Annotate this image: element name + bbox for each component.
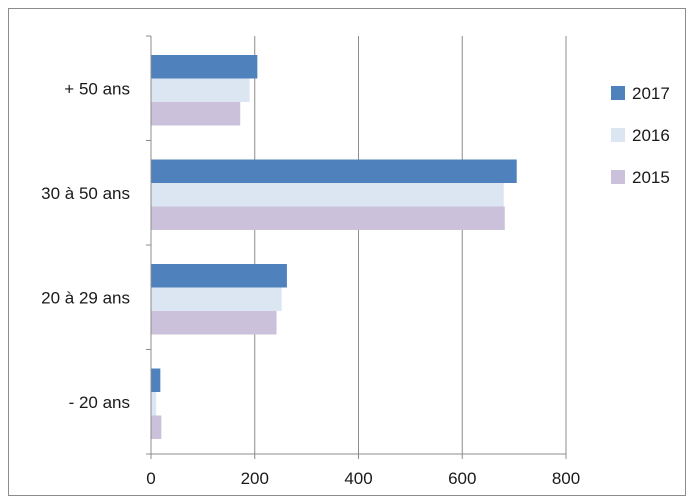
bar-2016-2 xyxy=(151,287,282,311)
bar-2017-0 xyxy=(151,55,258,79)
legend-swatch-2016 xyxy=(611,128,625,142)
chart-frame xyxy=(8,8,686,496)
bar-2017-2 xyxy=(151,264,287,288)
bar-2017-1 xyxy=(151,159,517,183)
bar-2015-3 xyxy=(151,415,162,439)
legend-label-2017: 2017 xyxy=(632,84,670,103)
bar-2015-2 xyxy=(151,311,277,335)
bar-2016-0 xyxy=(151,78,250,102)
x-tick-label: 0 xyxy=(146,469,155,488)
legend-label-2015: 2015 xyxy=(632,168,670,187)
x-tick-label: 200 xyxy=(241,469,269,488)
category-label: 20 à 29 ans xyxy=(41,288,130,307)
x-tick-label: 800 xyxy=(552,469,580,488)
gridlines xyxy=(254,36,567,454)
legend-swatch-2015 xyxy=(611,170,625,184)
category-label: + 50 ans xyxy=(64,79,130,98)
bar-2016-1 xyxy=(151,183,504,207)
x-tick-label: 400 xyxy=(344,469,372,488)
x-tick-labels: 0 200 400 600 800 xyxy=(146,469,580,488)
bars xyxy=(151,55,517,439)
category-label: - 20 ans xyxy=(69,393,130,412)
bar-2015-0 xyxy=(151,102,241,126)
legend: 2017 2016 2015 xyxy=(611,84,670,187)
x-tick-label: 600 xyxy=(448,469,476,488)
legend-label-2016: 2016 xyxy=(632,126,670,145)
legend-swatch-2017 xyxy=(611,86,625,100)
bar-2015-1 xyxy=(151,206,505,230)
bar-2017-3 xyxy=(151,368,161,392)
axes xyxy=(146,35,567,459)
category-label: 30 à 50 ans xyxy=(41,184,130,203)
bar-2016-3 xyxy=(151,392,157,416)
category-labels: + 50 ans 30 à 50 ans 20 à 29 ans - 20 ans xyxy=(41,79,130,412)
